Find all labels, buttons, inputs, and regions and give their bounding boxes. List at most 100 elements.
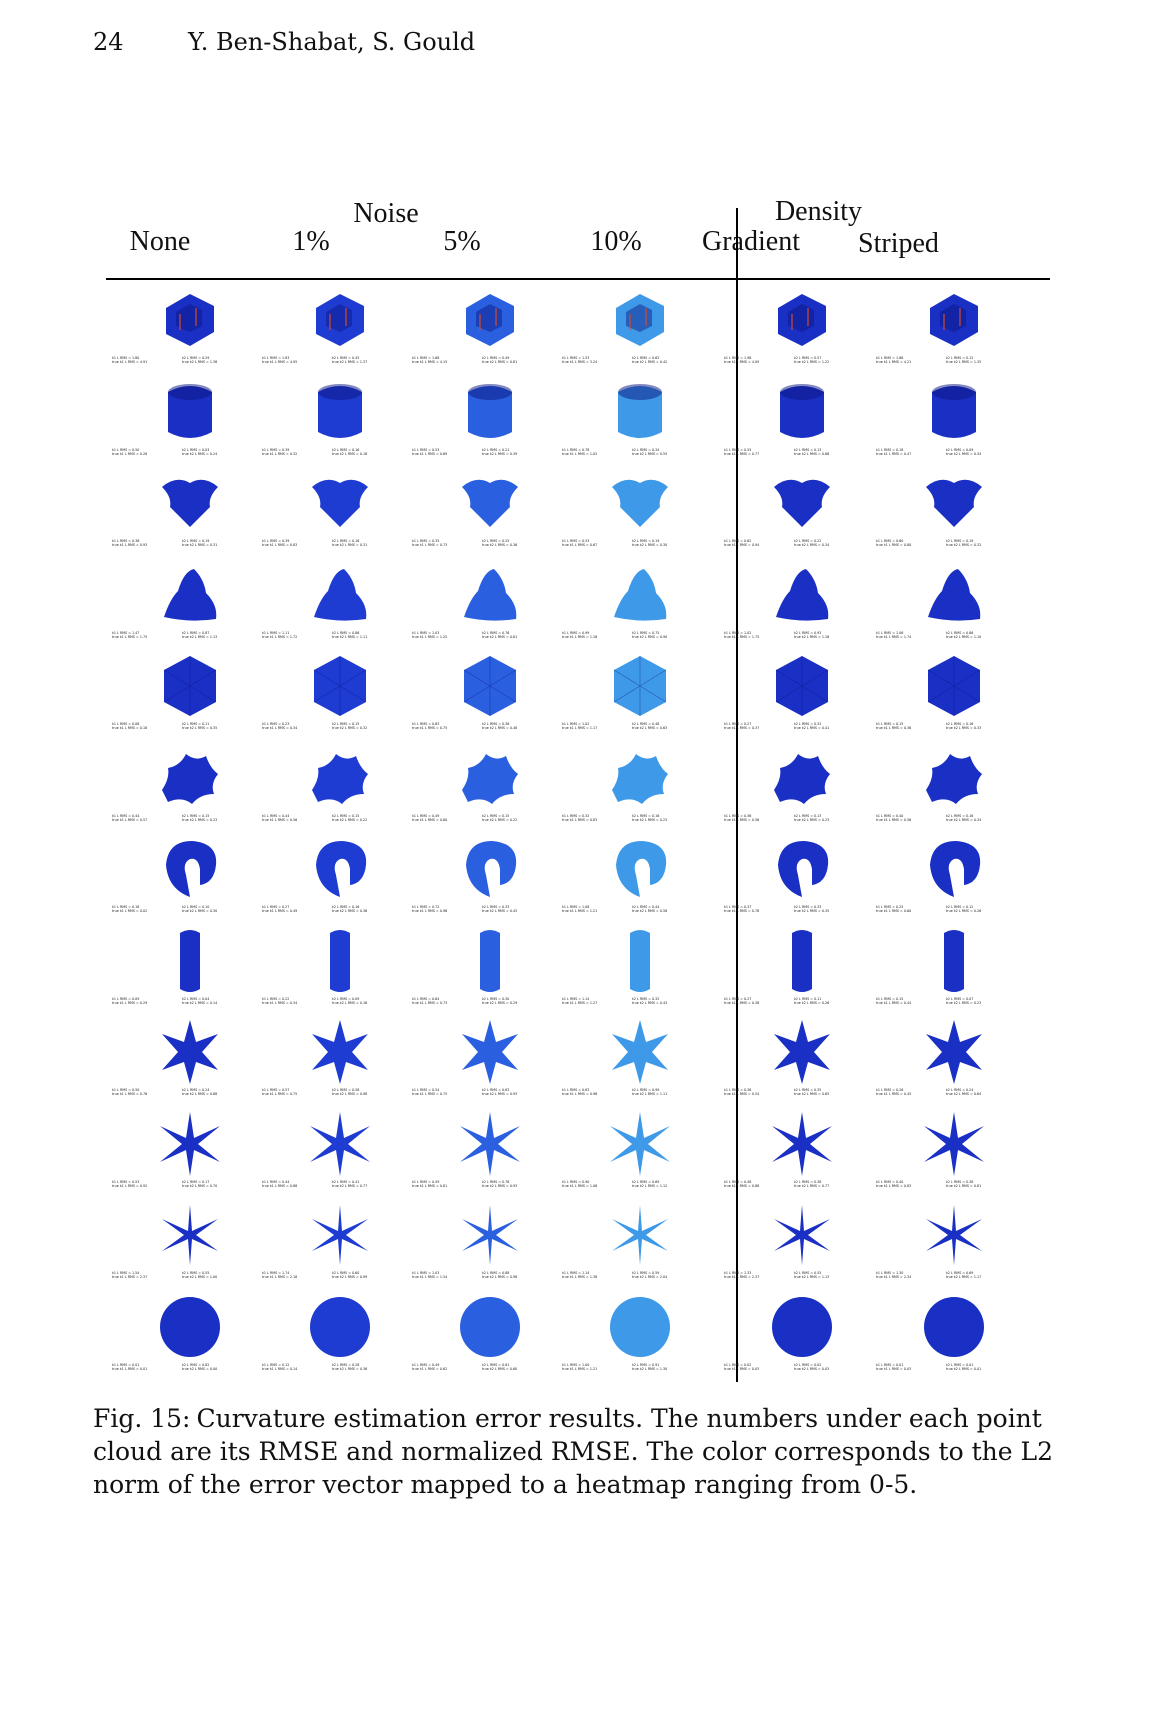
star-6-thick-point-cloud xyxy=(774,1020,830,1084)
k1-normalized-rmse-label: true k1 L RMS = 4.91 xyxy=(112,360,148,365)
k2-rmse-label: k2 L RMS = 0.81 xyxy=(482,1362,510,1367)
k1-rmse-label: k1 L RMS = 0.36 xyxy=(724,813,752,818)
k1-rmse-label: k1 L RMS = 0.48 xyxy=(724,1179,752,1184)
column-header-noise-10: 10% xyxy=(590,226,642,257)
k2-normalized-rmse-label: true k2 L RMS = 0.43 xyxy=(632,1000,668,1005)
point-cloud-cell: k1 L RMS = 0.63 true k1 L RMS = 0.75 k2 L … xyxy=(406,648,566,738)
k1-metrics: k1 L RMS = 0.44 true k1 L RMS = 0.56 xyxy=(262,814,297,822)
shape-surface xyxy=(480,929,500,992)
k1-normalized-rmse-label: true k1 L RMS = 0.60 xyxy=(876,909,912,914)
point-cloud-cell: k1 L RMS = 0.55 true k1 L RMS = 0.77 k2 L … xyxy=(718,374,878,464)
k2-metrics: k2 L RMS = 0.17 true k2 L RMS = 0.70 xyxy=(182,1180,217,1188)
k2-normalized-rmse-label: true k2 L RMS = 1.35 xyxy=(946,360,982,365)
icosahedron-point-cloud xyxy=(775,656,829,716)
k2-rmse-label: k2 L RMS = 0.16 xyxy=(332,447,360,452)
k2-rmse-label: k2 L RMS = 0.16 xyxy=(632,813,660,818)
star-6-medium-point-cloud xyxy=(310,1111,370,1176)
house-point-cloud xyxy=(778,294,826,346)
k2-metrics: k2 L RMS = 0.01 true k2 L RMS = 0.01 xyxy=(946,1363,981,1371)
k2-metrics: k2 L RMS = 0.21 true k2 L RMS = 0.39 xyxy=(482,448,517,456)
k2-metrics: k2 L RMS = 0.09 true k2 L RMS = 0.16 xyxy=(332,997,367,1005)
noise-group-header: Noise xyxy=(353,198,419,229)
shape-surface xyxy=(314,568,367,621)
point-cloud-cell: k1 L RMS = 0.78 true k1 L RMS = 1.02 k2 L … xyxy=(556,374,716,464)
k2-rmse-label: k2 L RMS = 0.15 xyxy=(182,813,210,818)
k1-normalized-rmse-label: true k1 L RMS = 1.17 xyxy=(562,726,598,731)
k1-normalized-rmse-label: true k1 L RMS = 0.93 xyxy=(112,543,148,548)
running-header: 24 Y. Ben-Shabat, S. Gould xyxy=(93,28,475,56)
point-cloud-cell: k1 L RMS = 0.40 true k1 L RMS = 0.83 k2 L … xyxy=(870,1106,1030,1196)
k1-metrics: k1 L RMS = 1.02 true k1 L RMS = 1.17 xyxy=(562,722,597,730)
shape-surface xyxy=(168,385,212,438)
k1-rmse-label: k1 L RMS = 0.60 xyxy=(876,539,904,543)
k1-metrics: k1 L RMS = 1.14 true k1 L RMS = 1.27 xyxy=(562,997,597,1005)
k1-metrics: k1 L RMS = 1.11 true k1 L RMS = 1.72 xyxy=(262,631,297,639)
k2-metrics: k2 L RMS = 0.16 true k2 L RMS = 0.31 xyxy=(332,539,367,547)
k2-normalized-rmse-label: true k2 L RMS = 0.48 xyxy=(482,726,518,731)
torus-section-point-cloud xyxy=(466,841,517,897)
sphere-point-cloud xyxy=(610,1296,670,1357)
k1-metrics: k1 L RMS = 0.44 true k1 L RMS = 0.88 xyxy=(262,1180,297,1188)
k2-metrics: k2 L RMS = 0.57 true k2 L RMS = 1.22 xyxy=(794,356,829,364)
k1-metrics: k1 L RMS = 1.80 true k1 L RMS = 4.91 xyxy=(112,356,147,364)
point-cloud-cell: k1 L RMS = 1.02 true k1 L RMS = 1.17 k2 L … xyxy=(556,648,716,738)
k2-metrics: k2 L RMS = 0.32 true k2 L RMS = 0.43 xyxy=(632,997,667,1005)
k1-rmse-label: k1 L RMS = 0.59 xyxy=(412,1179,440,1184)
shape-surface xyxy=(780,385,824,438)
k1-normalized-rmse-label: true k1 L RMS = 1.02 xyxy=(562,451,598,456)
k2-normalized-rmse-label: true k2 L RMS = 0.23 xyxy=(632,817,668,822)
k2-normalized-rmse-label: true k2 L RMS = 1.00 xyxy=(182,1275,218,1280)
k2-rmse-label: k2 L RMS = 0.99 xyxy=(632,1088,660,1092)
shape-surface xyxy=(162,1205,218,1265)
k1-normalized-rmse-label: true k1 L RMS = 4.15 xyxy=(412,360,448,365)
star-6-thin-point-cloud xyxy=(926,1205,982,1265)
star-6-thin-point-cloud xyxy=(774,1205,830,1265)
k1-normalized-rmse-label: true k1 L RMS = 0.03 xyxy=(724,1366,760,1371)
k2-metrics: k2 L RMS = 0.09 true k2 L RMS = 0.34 xyxy=(946,448,981,456)
k1-metrics: k1 L RMS = 1.47 true k1 L RMS = 1.75 xyxy=(112,631,147,639)
k1-normalized-rmse-label: true k1 L RMS = 0.03 xyxy=(876,1366,912,1371)
k1-metrics: k1 L RMS = 0.59 true k1 L RMS = 0.81 xyxy=(412,1180,447,1188)
icosahedron-point-cloud xyxy=(163,656,217,716)
point-cloud-cell: k1 L RMS = 0.50 true k1 L RMS = 0.28 k2 L … xyxy=(106,374,266,464)
organic-blob-point-cloud xyxy=(928,568,981,621)
high-error-edge xyxy=(791,308,809,330)
point-cloud-cell: k1 L RMS = 0.27 true k1 L RMS = 0.37 k2 L … xyxy=(718,648,878,738)
k2-metrics: k2 L RMS = 0.55 true k2 L RMS = 1.00 xyxy=(182,1271,217,1279)
k1-rmse-label: k1 L RMS = 0.63 xyxy=(412,722,440,726)
k2-rmse-label: k2 L RMS = 0.09 xyxy=(332,996,360,1001)
k1-rmse-label: k1 L RMS = 0.09 xyxy=(112,996,140,1001)
organic-blob-point-cloud xyxy=(464,568,517,621)
k2-normalized-rmse-label: true k2 L RMS = 1.12 xyxy=(632,1183,668,1188)
k2-metrics: k2 L RMS = 0.13 true k2 L RMS = 0.23 xyxy=(794,814,829,822)
k1-normalized-rmse-label: true k1 L RMS = 1.16 xyxy=(562,634,598,639)
k1-normalized-rmse-label: true k1 L RMS = 0.36 xyxy=(876,726,912,731)
k1-rmse-label: k1 L RMS = 1.98 xyxy=(724,356,752,360)
k2-metrics: k2 L RMS = 0.62 true k2 L RMS = 0.42 xyxy=(632,356,667,364)
k2-metrics: k2 L RMS = 0.49 true k2 L RMS = 0.81 xyxy=(482,356,517,364)
k1-rmse-label: k1 L RMS = 0.32 xyxy=(562,813,590,818)
k1-rmse-label: k1 L RMS = 1.08 xyxy=(562,905,590,909)
k2-normalized-rmse-label: true k2 L RMS = 0.60 xyxy=(482,1366,518,1371)
shape-surface xyxy=(774,753,830,804)
k2-metrics: k2 L RMS = 0.11 true k2 L RMS = 0.35 xyxy=(182,722,217,730)
k1-metrics: k1 L RMS = 0.01 true k1 L RMS = 0.03 xyxy=(876,1363,911,1371)
k2-metrics: k2 L RMS = 0.19 true k2 L RMS = 0.30 xyxy=(632,539,667,547)
k1-rmse-label: k1 L RMS = 0.08 xyxy=(112,722,140,726)
k1-metrics: k1 L RMS = 0.27 true k1 L RMS = 0.38 xyxy=(724,997,759,1005)
star-blob-point-cloud xyxy=(612,753,668,804)
torus-section-point-cloud xyxy=(316,841,367,897)
author-line: Y. Ben-Shabat, S. Gould xyxy=(188,28,476,56)
k1-normalized-rmse-label: true k1 L RMS = 2.37 xyxy=(112,1275,148,1280)
k2-normalized-rmse-label: true k2 L RMS = 0.45 xyxy=(482,909,518,914)
point-cloud-cell: k1 L RMS = 1.47 true k1 L RMS = 1.75 k2 L … xyxy=(106,557,266,647)
k2-normalized-rmse-label: true k2 L RMS = 0.36 xyxy=(332,909,368,914)
point-cloud-cell: k1 L RMS = 0.90 true k1 L RMS = 1.06 k2 L … xyxy=(556,1106,716,1196)
k2-normalized-rmse-label: true k2 L RMS = 0.86 xyxy=(794,451,830,456)
shape-surface xyxy=(778,294,826,346)
k1-metrics: k1 L RMS = 1.14 true k1 L RMS = 1.38 xyxy=(562,1271,597,1279)
k2-metrics: k2 L RMS = 0.19 true k2 L RMS = 0.31 xyxy=(182,539,217,547)
shape-surface xyxy=(926,1205,982,1265)
shape-surface xyxy=(775,656,829,716)
k2-rmse-label: k2 L RMS = 0.44 xyxy=(632,905,660,909)
